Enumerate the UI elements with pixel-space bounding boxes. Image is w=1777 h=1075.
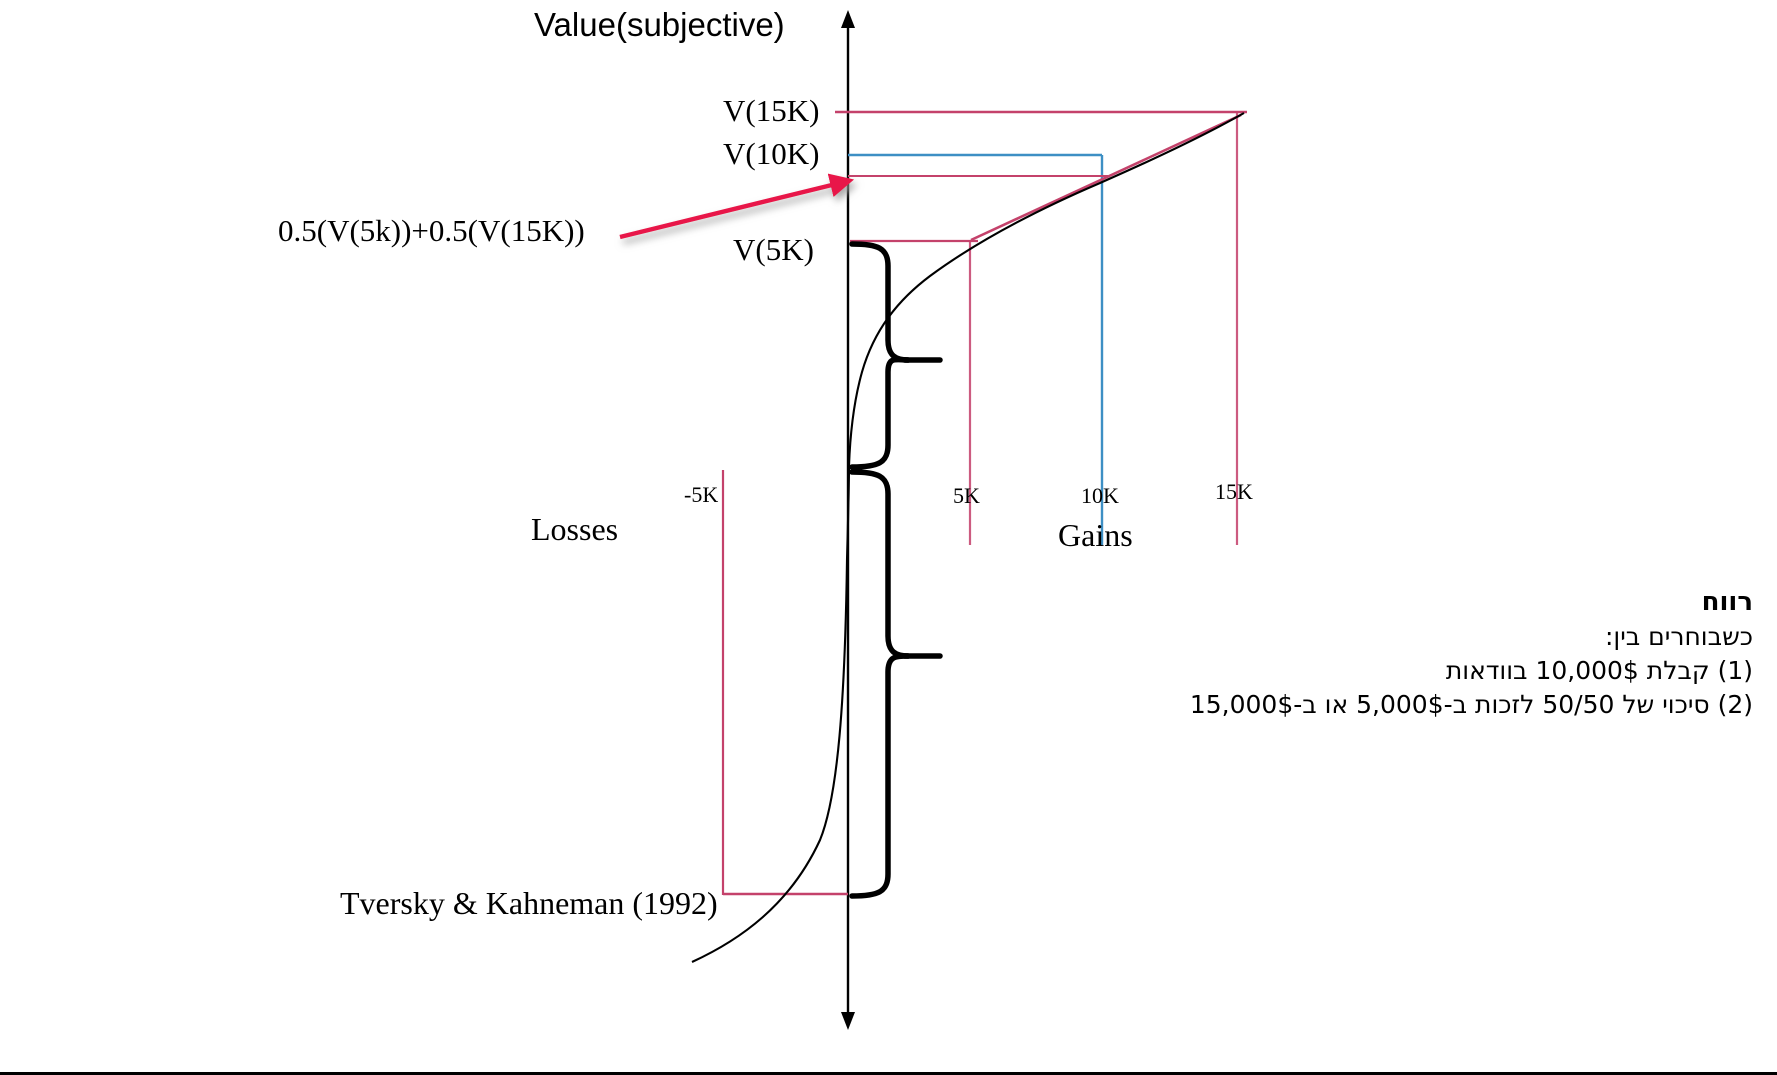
label-v5k: V(5K)	[733, 232, 814, 267]
y-axis-title: Value(subjective)	[534, 6, 785, 43]
brace-gains	[849, 241, 943, 470]
chord-5k-15k	[970, 113, 1242, 242]
xtick-15k: 15K	[1215, 479, 1253, 504]
hebrew-line-2: (1) קבלת 10,000$ בוודאות	[1445, 655, 1753, 685]
y-axis-arrow-down	[841, 1012, 855, 1030]
hebrew-line-3: (2) סיכוי של 50/50 לזכות ב-5,000$ או ב-1…	[1189, 689, 1753, 719]
citation: Tversky & Kahneman (1992)	[340, 885, 718, 921]
x-axis-label-losses: Losses	[531, 511, 619, 547]
xtick-5k: 5K	[953, 483, 980, 508]
x-axis-label-gains: Gains	[1058, 517, 1133, 553]
y-axis-arrow-up	[841, 10, 855, 28]
slide-bottom-rule	[0, 1072, 1777, 1075]
hebrew-heading: רווח	[1701, 587, 1753, 617]
xtick-10k: 10K	[1081, 483, 1119, 508]
xtick-minus5k: -5K	[684, 482, 719, 507]
brace-losses	[849, 469, 943, 899]
value-function-curve	[691, 112, 1245, 963]
hebrew-line-1: כשבוחרים בין:	[1604, 622, 1753, 652]
hebrew-note-block: רווח כשבוחרים בין: (1) קבלת 10,000$ בווד…	[1013, 585, 1753, 721]
drop-lines	[721, 113, 1239, 895]
label-v10k: V(10K)	[723, 136, 820, 171]
label-v15k: V(15K)	[723, 93, 820, 128]
level-lines	[723, 110, 1247, 896]
expected-value-formula: 0.5(V(5k))+0.5(V(15K))	[278, 213, 585, 248]
expected-value-arrow	[619, 173, 855, 240]
